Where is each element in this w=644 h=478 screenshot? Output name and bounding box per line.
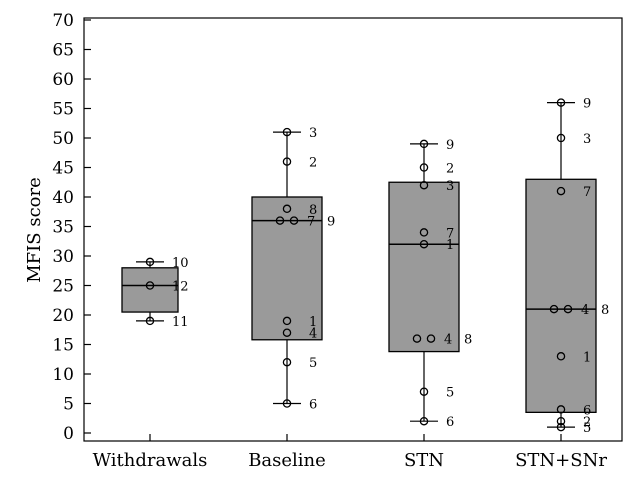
data-point [549, 304, 559, 314]
data-point [556, 352, 566, 361]
x-category-label: Withdrawals [93, 450, 208, 471]
iqr-box [525, 178, 597, 414]
box-group: 10 12 11 [121, 256, 189, 330]
y-tick-label: 25 [52, 277, 74, 297]
point-label: 9 [583, 97, 591, 112]
data-point [556, 422, 566, 432]
point-label: 2 [583, 415, 591, 430]
point-label: 6 [309, 398, 317, 413]
y-tick-label: 50 [52, 129, 74, 149]
y-tick-label: 60 [52, 70, 74, 90]
point-label: 2 [446, 162, 454, 177]
point-label: 8 [309, 203, 317, 218]
point-label: 11 [172, 315, 189, 330]
data-point [145, 257, 155, 267]
plot-frame [83, 17, 623, 442]
data-point [419, 163, 429, 172]
y-tick-label: 40 [52, 188, 74, 208]
data-point [426, 334, 436, 343]
point-label: 8 [464, 333, 472, 348]
data-point [282, 328, 292, 337]
data-point [419, 228, 429, 237]
data-point [556, 133, 566, 143]
data-point [419, 180, 429, 190]
y-tick-label: 20 [52, 306, 74, 326]
point-label: 12 [172, 280, 189, 295]
data-point [419, 139, 429, 149]
y-tick-label: 10 [52, 365, 74, 385]
point-label: 4 [444, 333, 452, 348]
data-point [419, 239, 429, 249]
data-point [275, 216, 285, 225]
point-label: 3 [446, 179, 454, 194]
y-tick-label: 15 [52, 336, 74, 356]
y-tick-label: 45 [52, 159, 74, 179]
point-label: 1 [309, 315, 317, 330]
point-label: 3 [583, 132, 591, 147]
point-label: 9 [327, 215, 335, 230]
point-label: 2 [309, 156, 317, 171]
x-category-label: STN [404, 450, 444, 471]
y-tick-label: 35 [52, 218, 74, 238]
data-point [289, 216, 299, 225]
data-point [282, 357, 292, 367]
data-point [282, 157, 292, 166]
y-tick-label: 70 [52, 11, 74, 31]
point-label: 7 [307, 215, 315, 230]
iqr-box [388, 181, 460, 353]
point-label: 8 [601, 303, 609, 318]
iqr-box [121, 267, 179, 313]
data-point [282, 316, 292, 326]
y-tick-label: 5 [63, 395, 74, 415]
point-label: 1 [446, 238, 454, 253]
data-point [556, 98, 566, 107]
point-label: 7 [583, 185, 591, 200]
point-label: 3 [309, 126, 317, 141]
data-point [419, 387, 429, 396]
data-point [563, 304, 573, 314]
y-tick-label: 55 [52, 100, 74, 120]
data-point [145, 281, 155, 290]
x-category-label: STN+SNr [515, 450, 607, 471]
data-point [556, 186, 566, 196]
point-label: 4 [581, 303, 589, 318]
data-point [145, 316, 155, 326]
y-axis-label: MFIS score [24, 177, 45, 283]
point-label: 1 [583, 350, 591, 365]
box-group: 9 2 3 71 4 8 5 6 [388, 138, 472, 430]
data-point [419, 416, 429, 426]
point-label: 9 [446, 138, 454, 153]
y-tick-label: 65 [52, 41, 74, 61]
data-point [556, 416, 566, 426]
point-label: 10 [172, 256, 189, 271]
point-label: 5 [309, 356, 317, 371]
x-category-label: Baseline [248, 450, 326, 471]
y-tick-label: 0 [63, 424, 74, 444]
data-point [282, 127, 292, 137]
data-point [282, 399, 292, 408]
data-point [412, 334, 422, 343]
point-label: 6 [583, 403, 591, 418]
x-axis: Withdrawals Baseline STN STN+SNr [93, 434, 607, 471]
point-label: 4 [309, 327, 317, 342]
point-label: 7 [446, 226, 454, 241]
data-point [556, 405, 566, 414]
y-tick-label: 30 [52, 247, 74, 267]
point-label: 5 [446, 386, 454, 401]
box-group: 3 2 87 9 14 5 6 [251, 126, 335, 413]
data-point [282, 204, 292, 214]
point-label: 6 [446, 415, 454, 430]
y-axis: 0 5 10 15 20 25 30 35 40 45 50 55 60 65 70 [52, 11, 91, 444]
point-label: 5 [583, 421, 591, 436]
box-group: 9 3 7 4 8 1 625 [525, 97, 609, 436]
